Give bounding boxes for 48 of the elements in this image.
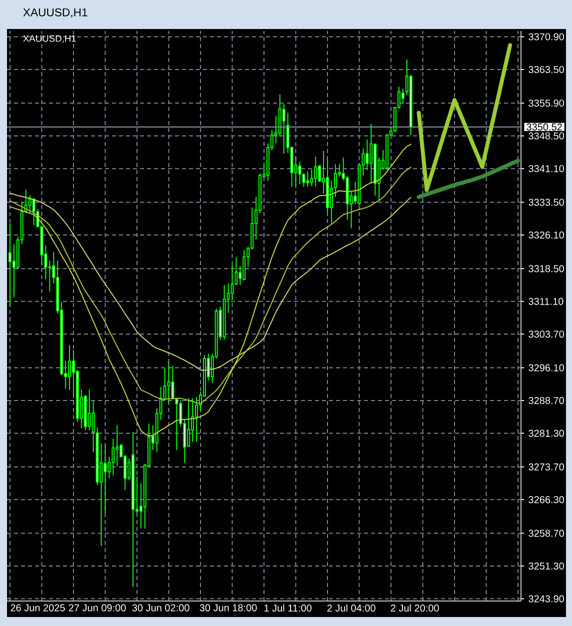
y-tick-label: 3318.50 — [528, 265, 564, 272]
x-tick-label: 30 Jun 02:00 — [132, 604, 190, 612]
y-tick-label: 3266.30 — [528, 496, 564, 504]
y-tick-label: 3251.30 — [528, 562, 564, 570]
candlestick — [330, 180, 333, 224]
candlestick — [12, 244, 16, 298]
y-tick-label: 3311.10 — [528, 298, 564, 305]
y-tick-label: 3273.70 — [528, 463, 564, 470]
candlestick — [374, 142, 377, 196]
y-tick-label: 3288.70 — [528, 396, 564, 404]
x-tick-label: 2 Jul 04:00 — [327, 604, 376, 612]
y-tick-label: 3363.50 — [528, 66, 564, 74]
candlestick — [326, 158, 329, 214]
y-tick-label: 3348.50 — [528, 132, 564, 140]
y-tick-label: 3281.30 — [528, 430, 564, 437]
chart-subtitle: XAUUSD,H1 — [23, 35, 76, 43]
y-tick-label: 3370.90 — [528, 33, 564, 40]
chart-title: XAUUSD,H1 — [23, 8, 88, 18]
candlestick — [104, 444, 107, 514]
candlestick — [282, 104, 286, 154]
candlestick — [278, 94, 282, 138]
candlestick — [132, 431, 135, 588]
ref-line-label: 3350.52 — [526, 123, 562, 130]
y-tick-label: 3296.10 — [528, 364, 564, 372]
y-tick-label: 3258.70 — [528, 530, 564, 537]
candlestick — [167, 361, 170, 404]
x-tick-label: 27 Jun 09:00 — [68, 604, 126, 612]
y-tick-label: 3355.90 — [528, 100, 564, 107]
y-tick-label: 3333.50 — [528, 198, 564, 206]
y-tick-label: 3326.10 — [528, 231, 564, 239]
candlestick — [112, 438, 115, 476]
candlestick — [68, 344, 72, 390]
candlestick — [116, 424, 119, 467]
candlestick — [370, 123, 373, 184]
candlestick — [298, 161, 302, 185]
candlestick — [314, 156, 318, 188]
x-tick-label: 30 Jun 18:00 — [200, 604, 257, 612]
candlestick — [346, 176, 349, 220]
y-tick-label: 3243.90 — [528, 595, 564, 602]
y-tick-label: 3341.10 — [528, 165, 564, 172]
x-tick-label: 2 Jul 20:00 — [390, 604, 439, 612]
x-tick-label: 26 Jun 2025 — [10, 604, 65, 612]
x-tick-label: 1 Jul 11:00 — [264, 604, 312, 612]
candlestick — [334, 164, 337, 198]
y-tick-label: 3303.70 — [528, 330, 564, 338]
candlestick — [8, 223, 12, 308]
candlestick — [191, 398, 194, 442]
candlestick — [92, 400, 95, 453]
